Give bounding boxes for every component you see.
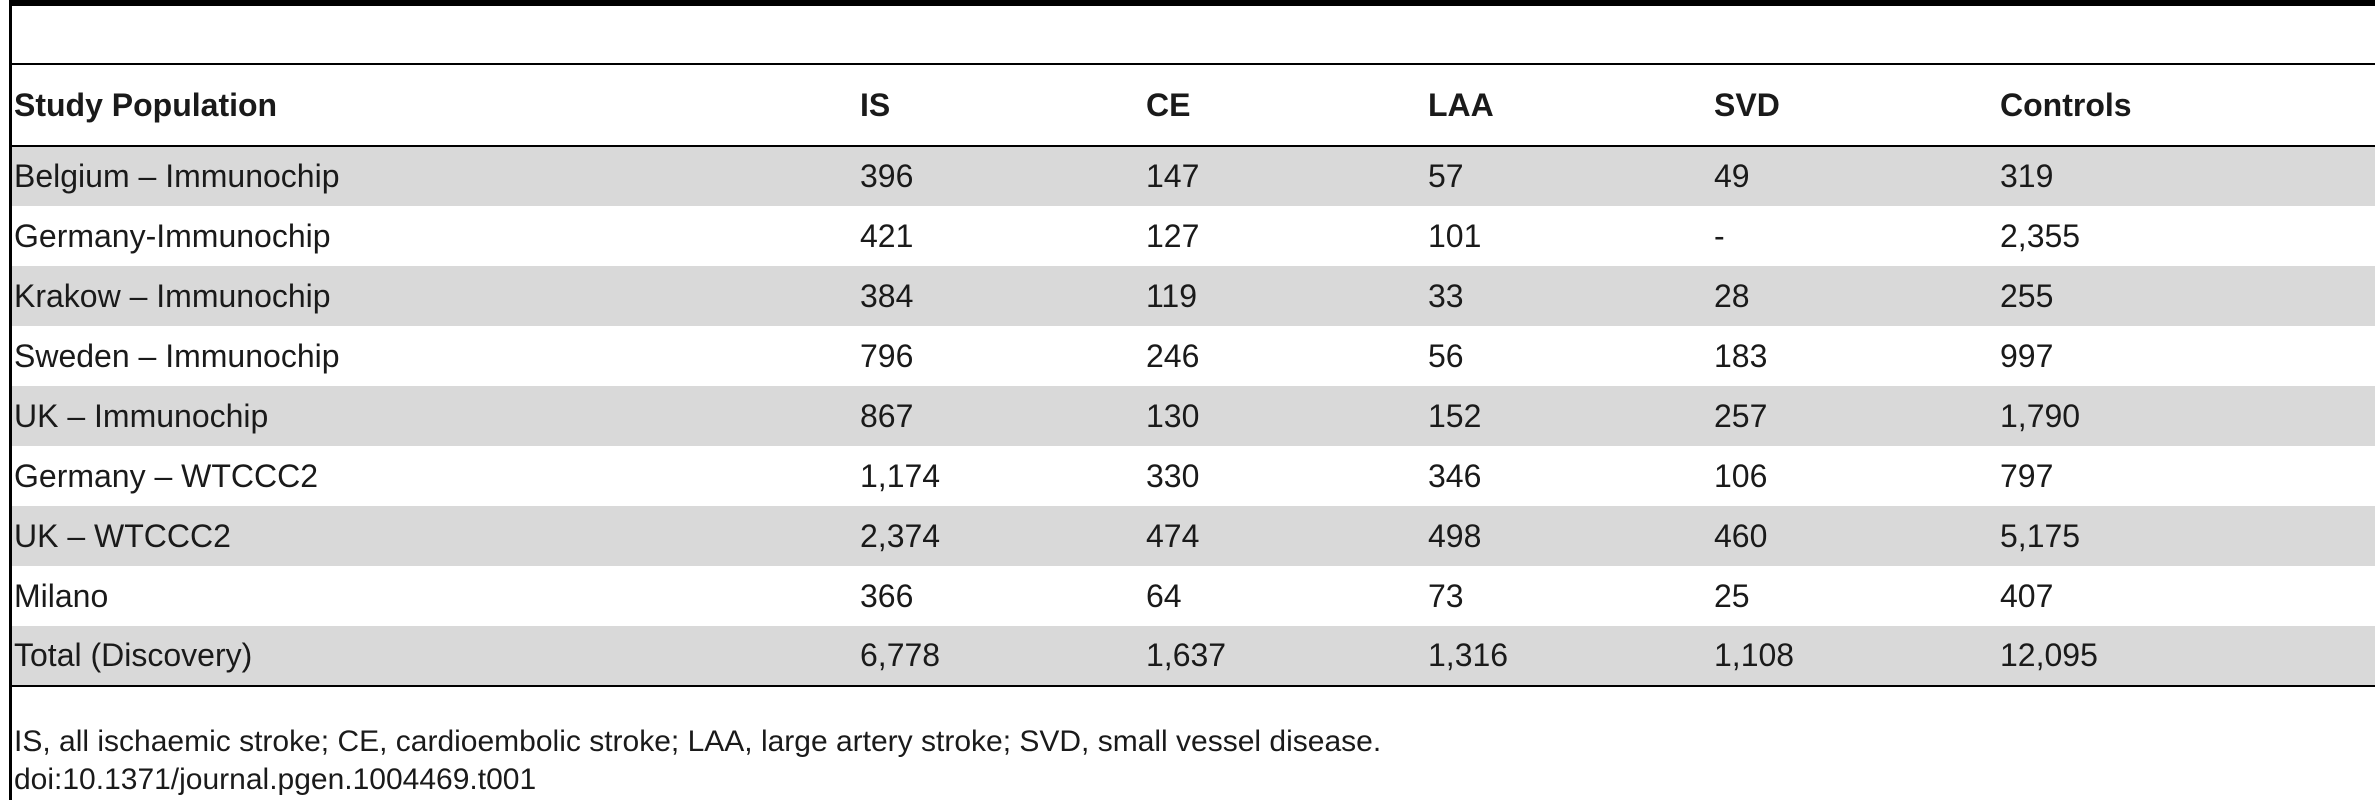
table-header-row: Study Population IS CE LAA SVD Controls bbox=[12, 63, 2375, 147]
cell-is: 1,174 bbox=[860, 457, 941, 494]
cell-ce: 147 bbox=[1144, 146, 1426, 206]
cell-controls: 255 bbox=[1998, 266, 2375, 326]
header-svd: SVD bbox=[1712, 63, 1998, 147]
cell-ce: 127 bbox=[1146, 217, 1200, 254]
cell-laa: 57 bbox=[1426, 146, 1712, 206]
cell-ce: 1,637 bbox=[1144, 626, 1426, 687]
header-study-population: Study Population bbox=[12, 63, 858, 147]
cell-study-population: Belgium – Immunochip bbox=[12, 146, 858, 206]
cell-ce: 119 bbox=[1144, 266, 1426, 326]
cell-svd: 25 bbox=[1714, 577, 1750, 614]
cell-svd: 106 bbox=[1714, 457, 1768, 494]
cell-controls: 2,355 bbox=[2000, 217, 2081, 254]
cell-is: 421 bbox=[860, 217, 914, 254]
cell-study-population: Sweden – Immunochip bbox=[14, 337, 340, 374]
cell-svd: 183 bbox=[1714, 337, 1768, 374]
table-row: Krakow – Immunochip 384 119 33 28 255 bbox=[12, 266, 2375, 326]
cell-controls: 319 bbox=[1998, 146, 2375, 206]
cell-is: 6,778 bbox=[858, 626, 1144, 687]
cell-study-population: Total (Discovery) bbox=[12, 626, 858, 687]
cell-laa: 1,316 bbox=[1426, 626, 1712, 687]
cell-svd: 49 bbox=[1712, 146, 1998, 206]
cell-study-population: Milano bbox=[14, 577, 109, 614]
cell-ce: 64 bbox=[1146, 577, 1182, 614]
table-row: Germany – WTCCC2 1,174 330 346 106 797 bbox=[12, 446, 2375, 506]
cell-controls: 5,175 bbox=[1998, 506, 2375, 566]
cell-controls: 407 bbox=[2000, 577, 2054, 614]
table-row: Belgium – Immunochip 396 147 57 49 319 bbox=[12, 146, 2375, 206]
cell-laa: 56 bbox=[1428, 337, 1464, 374]
table-row: Milano 366 64 73 25 407 bbox=[12, 566, 2375, 626]
table-row: UK – WTCCC2 2,374 474 498 460 5,175 bbox=[12, 506, 2375, 566]
cell-is: 2,374 bbox=[858, 506, 1144, 566]
cell-is: 396 bbox=[858, 146, 1144, 206]
header-is: IS bbox=[858, 63, 1144, 147]
cell-controls: 797 bbox=[2000, 457, 2054, 494]
cell-svd: - bbox=[1714, 217, 1725, 254]
cell-laa: 33 bbox=[1426, 266, 1712, 326]
cell-laa: 73 bbox=[1428, 577, 1464, 614]
table-row: UK – Immunochip 867 130 152 257 1,790 bbox=[12, 386, 2375, 446]
left-border-rule bbox=[9, 0, 12, 800]
table-row: Sweden – Immunochip 796 246 56 183 997 bbox=[12, 326, 2375, 386]
doi-footnote: doi:10.1371/journal.pgen.1004469.t001 bbox=[14, 763, 537, 796]
study-population-table: Study Population IS CE LAA SVD Controls … bbox=[12, 63, 2375, 687]
cell-study-population: UK – Immunochip bbox=[12, 386, 858, 446]
table-row-total: Total (Discovery) 6,778 1,637 1,316 1,10… bbox=[12, 626, 2375, 687]
cell-study-population: Krakow – Immunochip bbox=[12, 266, 858, 326]
cell-study-population: UK – WTCCC2 bbox=[12, 506, 858, 566]
header-controls: Controls bbox=[1998, 63, 2375, 147]
cell-is: 384 bbox=[858, 266, 1144, 326]
cell-study-population: Germany-Immunochip bbox=[14, 217, 331, 254]
cell-is: 366 bbox=[860, 577, 914, 614]
cell-ce: 130 bbox=[1144, 386, 1426, 446]
cell-is: 867 bbox=[858, 386, 1144, 446]
cell-svd: 460 bbox=[1712, 506, 1998, 566]
cell-controls: 1,790 bbox=[1998, 386, 2375, 446]
cell-svd: 28 bbox=[1712, 266, 1998, 326]
table-row: Germany-Immunochip 421 127 101 - 2,355 bbox=[12, 206, 2375, 266]
header-laa: LAA bbox=[1426, 63, 1712, 147]
cell-is: 796 bbox=[860, 337, 914, 374]
cell-laa: 498 bbox=[1426, 506, 1712, 566]
header-ce: CE bbox=[1144, 63, 1426, 147]
cell-ce: 474 bbox=[1144, 506, 1426, 566]
cell-laa: 152 bbox=[1426, 386, 1712, 446]
cell-svd: 1,108 bbox=[1712, 626, 1998, 687]
cell-svd: 257 bbox=[1712, 386, 1998, 446]
top-border-rule bbox=[9, 0, 2375, 6]
cell-controls: 12,095 bbox=[1998, 626, 2375, 687]
cell-ce: 330 bbox=[1146, 457, 1200, 494]
cell-study-population: Germany – WTCCC2 bbox=[14, 457, 319, 494]
cell-controls: 997 bbox=[2000, 337, 2054, 374]
cell-laa: 101 bbox=[1428, 217, 1482, 254]
cell-laa: 346 bbox=[1428, 457, 1482, 494]
abbreviations-footnote: IS, all ischaemic stroke; CE, cardioembo… bbox=[14, 725, 1382, 758]
cell-ce: 246 bbox=[1146, 337, 1200, 374]
